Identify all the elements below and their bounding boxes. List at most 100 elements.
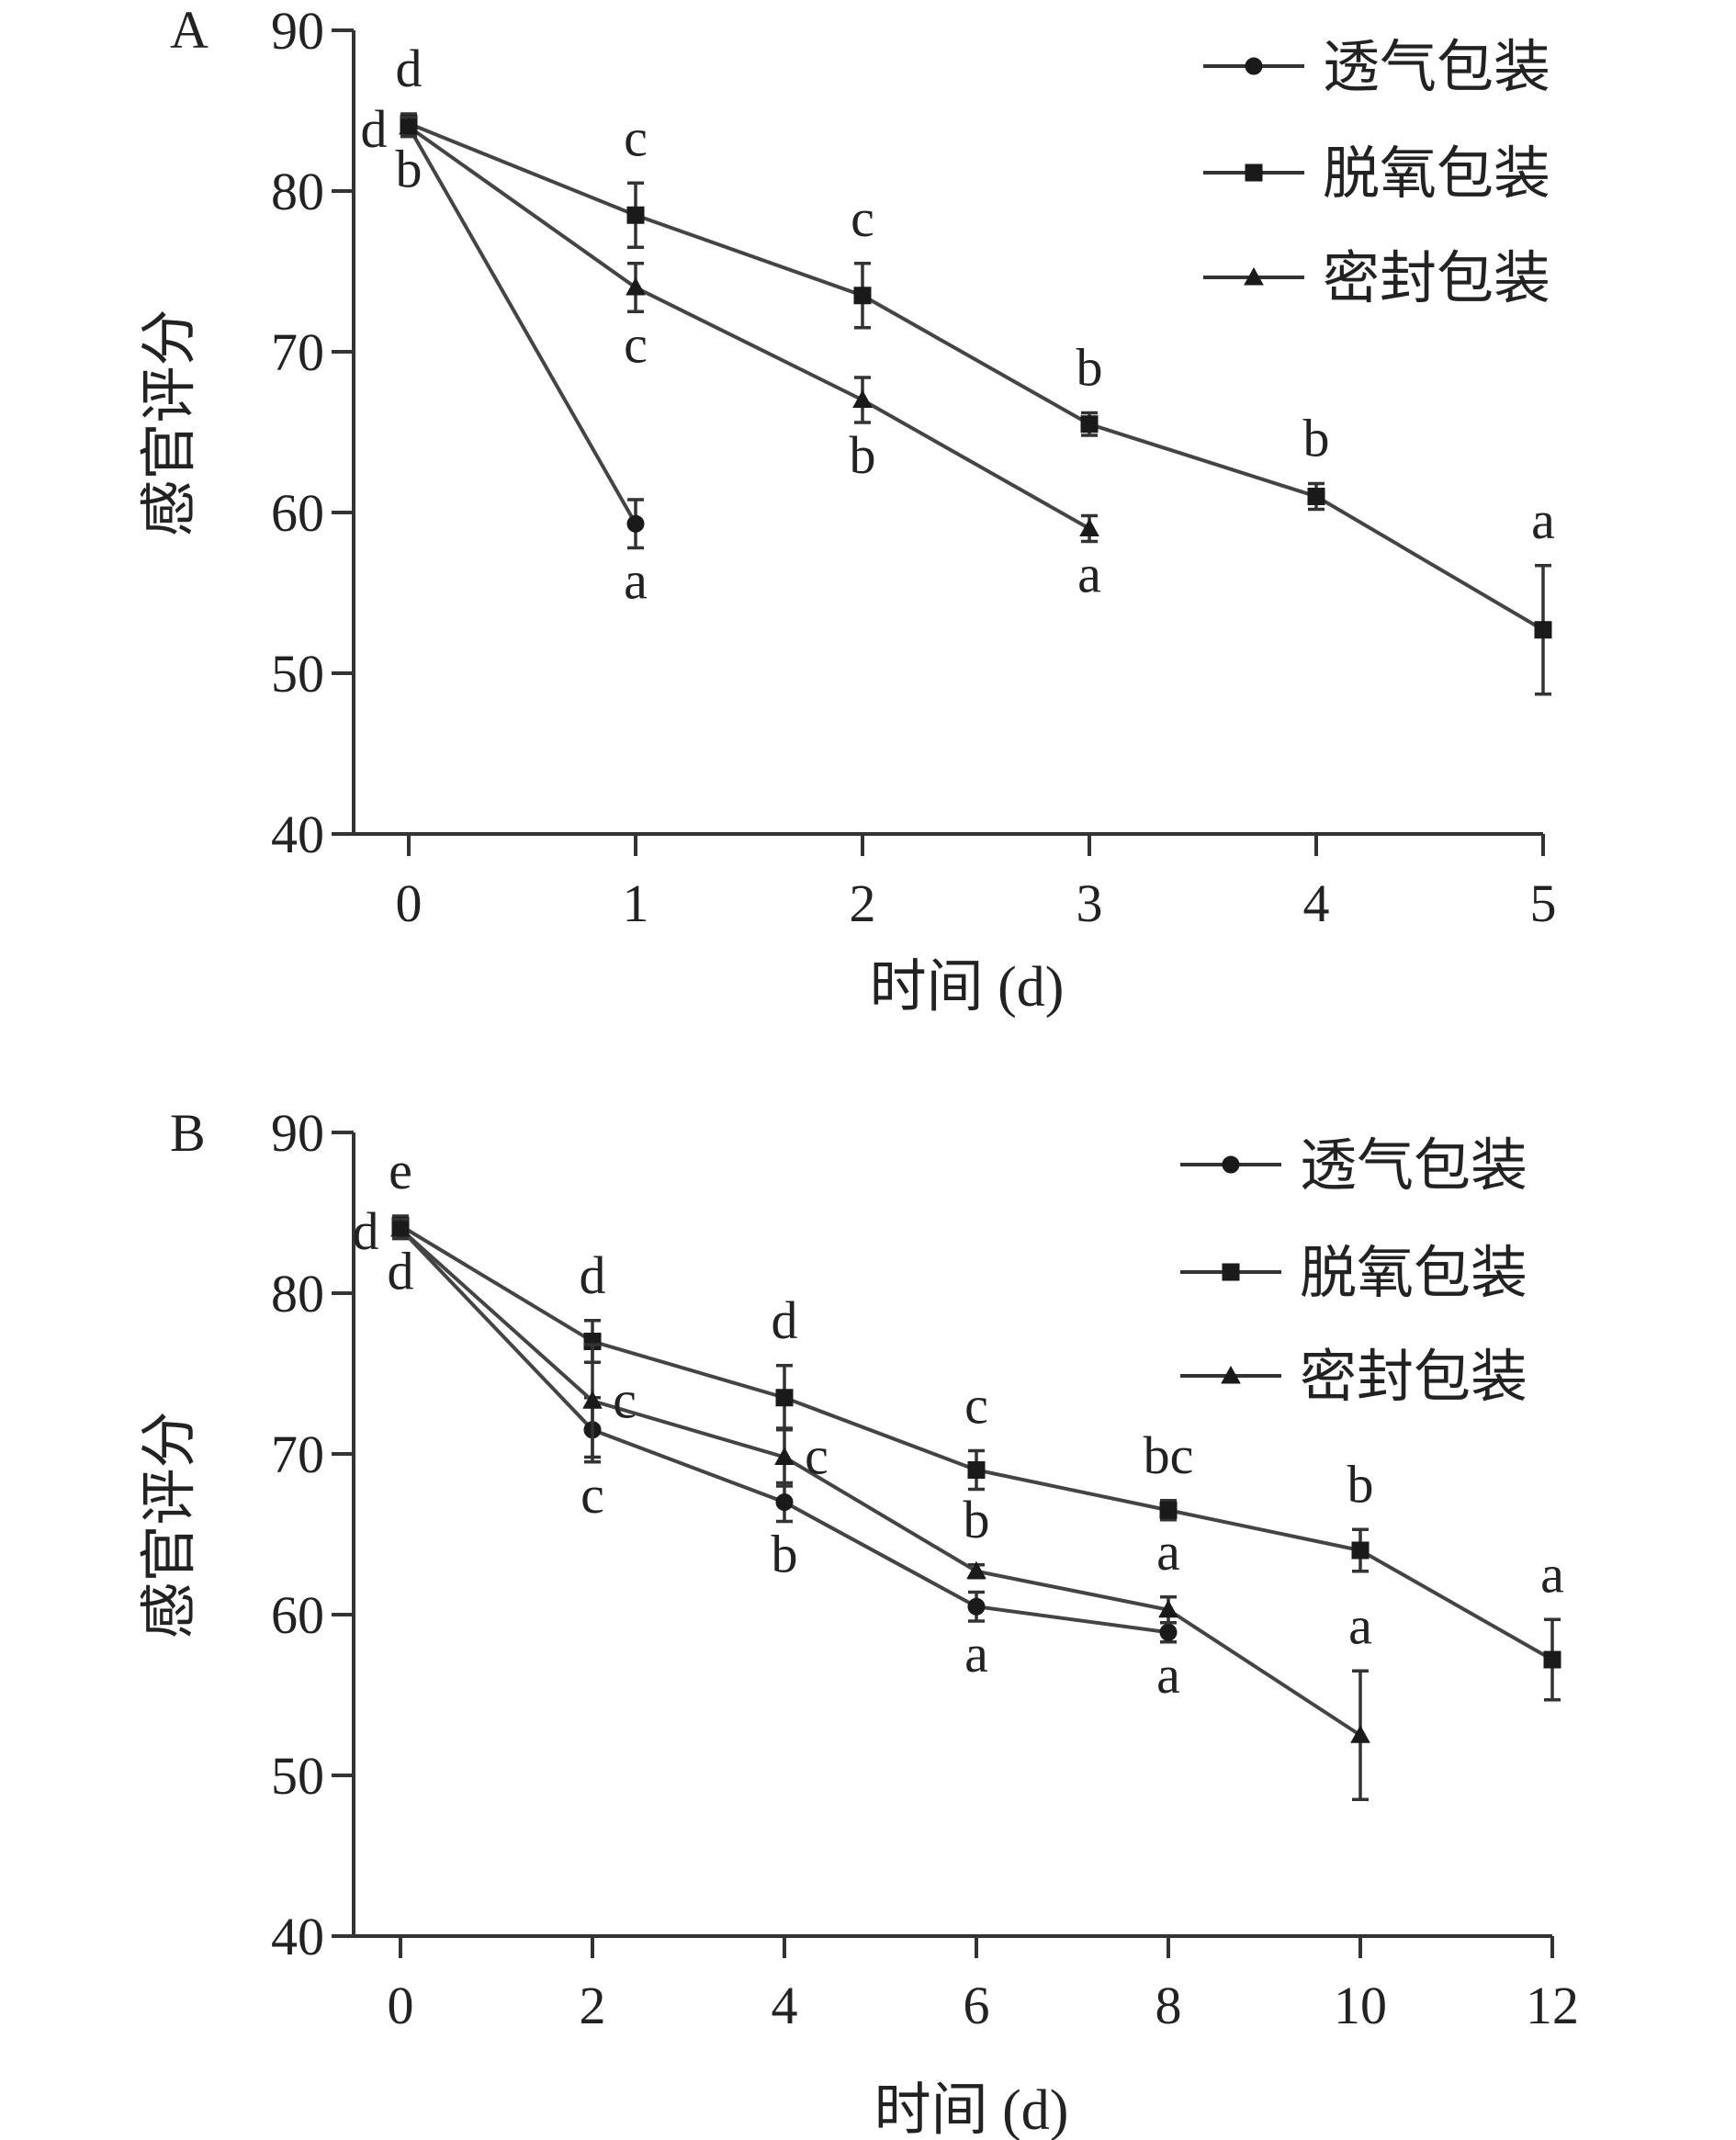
- series-square: d c c b b a: [396, 39, 1555, 696]
- significance-label: a: [1077, 545, 1101, 604]
- data-point: [1307, 488, 1325, 505]
- data-point: [966, 1560, 986, 1580]
- data-point: [775, 1493, 794, 1511]
- significance-label: d: [361, 99, 388, 159]
- y-tick-label: 70: [271, 1425, 324, 1484]
- y-tick-label: 80: [271, 162, 324, 221]
- significance-label: d: [396, 39, 423, 98]
- y-axis-label: 感官评分: [139, 1411, 201, 1639]
- series-line: [407, 126, 637, 525]
- y-tick-label: 80: [271, 1264, 324, 1323]
- y-tick-label: 40: [271, 1907, 324, 1966]
- data-point: [1534, 621, 1552, 639]
- x-tick-label: 12: [1526, 1976, 1579, 2035]
- data-point: [1159, 1623, 1178, 1641]
- y-tick-label: 40: [271, 805, 324, 864]
- series-circle: d c b a a: [353, 1201, 1180, 1705]
- data-point: [626, 206, 645, 224]
- y-tick-label: 90: [271, 1103, 324, 1163]
- x-tick-label: 0: [388, 1976, 414, 2035]
- series-line: [407, 125, 1090, 531]
- legend-marker: [1244, 266, 1264, 286]
- x-tick-label: 10: [1334, 1976, 1387, 2035]
- x-tick-label: 8: [1155, 1976, 1182, 2035]
- legend-label: 密封包装: [1323, 248, 1550, 310]
- data-point: [1350, 1725, 1370, 1743]
- significance-label: c: [581, 1465, 604, 1525]
- data-point: [774, 1447, 795, 1465]
- x-tick-label: 2: [580, 1976, 606, 2035]
- legend-label: 透气包装: [1300, 1135, 1527, 1198]
- data-point: [582, 1391, 603, 1409]
- significance-label: a: [1540, 1544, 1564, 1604]
- significance-label: b: [396, 140, 423, 199]
- y-tick-label: 60: [271, 1585, 324, 1645]
- significance-label: d: [772, 1290, 798, 1350]
- series-circle: da: [361, 99, 648, 611]
- y-tick-label: 50: [271, 644, 324, 704]
- significance-label: e: [389, 1141, 412, 1200]
- x-tick-label: 2: [850, 873, 876, 933]
- significance-label: b: [1303, 409, 1330, 468]
- data-point: [775, 1389, 794, 1407]
- panel-label: B: [170, 1103, 206, 1163]
- significance-label: c: [851, 188, 874, 248]
- legend-label: 脱氧包装: [1300, 1243, 1527, 1305]
- legend-marker: [1245, 163, 1263, 182]
- significance-label: c: [624, 314, 648, 374]
- data-point: [967, 1461, 986, 1479]
- chart-panel-b: 40 50 60 70 80 90 0 2 4 6 8 10 12 时间 (d) 感官评分 Bd c b a a 透气包…: [139, 1103, 1579, 2140]
- data-point: [626, 276, 646, 296]
- significance-label: a: [1348, 1595, 1372, 1655]
- x-axis-label: 时间 (d): [870, 956, 1065, 1019]
- y-tick-label: 50: [271, 1746, 324, 1806]
- legend-marker: [1245, 57, 1263, 75]
- significance-label: c: [613, 1369, 637, 1429]
- data-point: [967, 1597, 986, 1616]
- y-axis-label: 感官评分: [139, 309, 201, 536]
- x-tick-label: 4: [772, 1976, 798, 2035]
- significance-label: bc: [1144, 1425, 1194, 1485]
- data-point: [1543, 1650, 1561, 1669]
- data-point: [1159, 1501, 1178, 1519]
- significance-label: b: [1347, 1454, 1374, 1514]
- y-tick-label: 70: [271, 322, 324, 382]
- legend-label: 密封包装: [1300, 1346, 1527, 1409]
- significance-label: d: [353, 1201, 379, 1261]
- series-line: [399, 1227, 1362, 1737]
- series-line: [408, 121, 1545, 632]
- y-tick-label: 60: [271, 483, 324, 543]
- significance-label: a: [1531, 490, 1555, 550]
- significance-label: a: [1156, 1522, 1180, 1582]
- legend-label: 脱氧包装: [1323, 143, 1550, 206]
- legend-marker: [1222, 1263, 1240, 1281]
- data-point: [1158, 1599, 1178, 1618]
- data-point: [390, 1218, 411, 1237]
- x-axis-label: 时间 (d): [874, 2079, 1069, 2140]
- significance-label: d: [388, 1242, 414, 1301]
- significance-label: a: [1156, 1645, 1180, 1705]
- significance-label: c: [624, 107, 648, 167]
- legend-marker: [1222, 1155, 1240, 1174]
- y-tick-label: 90: [271, 1, 324, 61]
- x-tick-label: 0: [396, 873, 423, 933]
- x-tick-label: 3: [1077, 873, 1103, 933]
- data-point: [852, 389, 873, 408]
- significance-label: b: [964, 1490, 990, 1549]
- significance-label: d: [580, 1245, 606, 1305]
- significance-label: c: [805, 1426, 829, 1486]
- x-tick-label: 6: [964, 1976, 990, 2035]
- data-point: [1080, 415, 1099, 434]
- legend-label: 透气包装: [1323, 37, 1550, 99]
- significance-label: a: [624, 551, 648, 611]
- data-point: [853, 287, 872, 305]
- significance-label: a: [964, 1624, 988, 1684]
- significance-label: b: [850, 425, 876, 485]
- data-point: [1079, 518, 1099, 536]
- x-tick-label: 4: [1303, 873, 1330, 933]
- significance-label: b: [1077, 338, 1103, 398]
- data-point: [1351, 1541, 1370, 1560]
